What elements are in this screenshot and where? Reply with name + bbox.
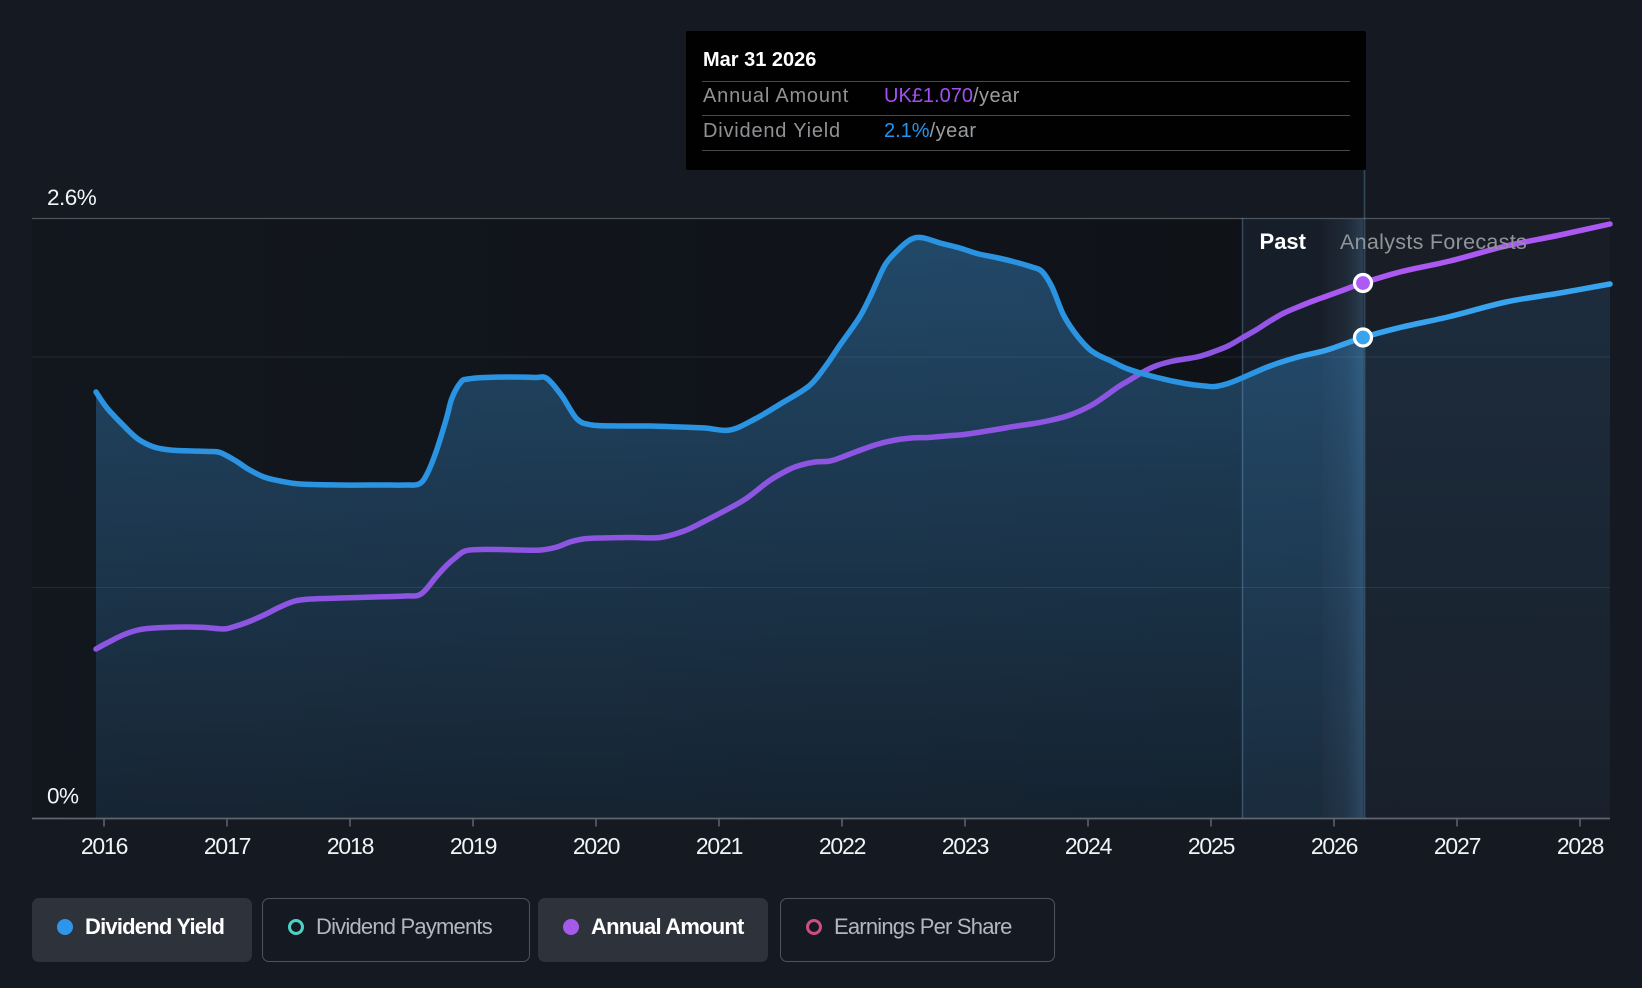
- svg-text:2017: 2017: [204, 833, 251, 859]
- svg-text:2.6%: 2.6%: [47, 185, 97, 210]
- svg-text:2019: 2019: [450, 833, 497, 859]
- svg-text:2016: 2016: [81, 833, 128, 859]
- svg-text:2023: 2023: [942, 833, 989, 859]
- svg-text:2020: 2020: [573, 833, 620, 859]
- svg-text:2018: 2018: [327, 833, 374, 859]
- svg-text:0%: 0%: [47, 784, 79, 809]
- svg-text:2021: 2021: [696, 833, 743, 859]
- svg-text:Analysts Forecasts: Analysts Forecasts: [1340, 230, 1527, 254]
- svg-text:2028: 2028: [1557, 833, 1604, 859]
- svg-text:2027: 2027: [1434, 833, 1481, 859]
- svg-text:2022: 2022: [819, 833, 866, 859]
- svg-text:Past: Past: [1260, 229, 1307, 254]
- svg-text:2026: 2026: [1311, 833, 1358, 859]
- svg-text:2025: 2025: [1188, 833, 1235, 859]
- svg-text:2024: 2024: [1065, 833, 1113, 859]
